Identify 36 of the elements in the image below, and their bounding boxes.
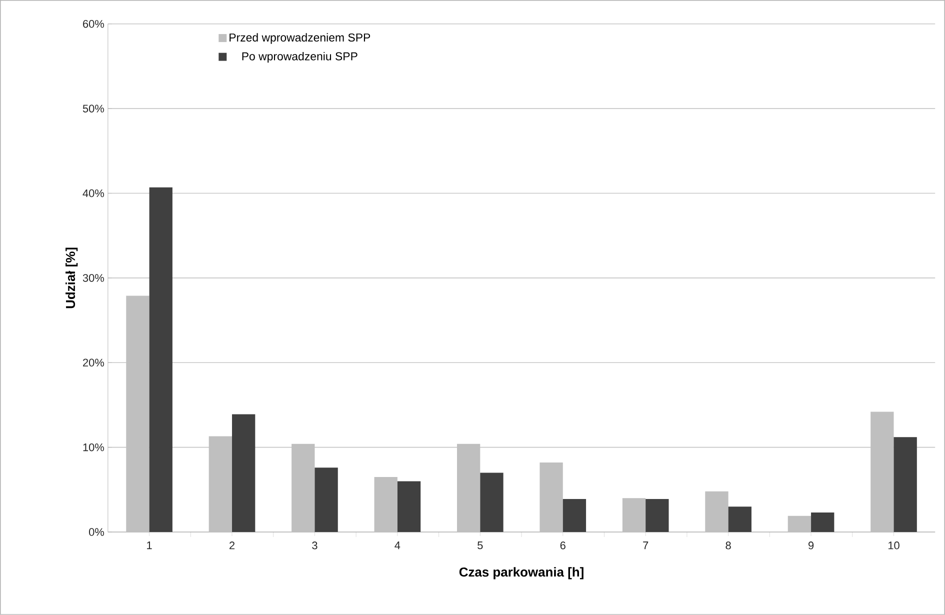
- y-tick-label: 30%: [82, 274, 104, 282]
- x-tick-label: 7: [643, 542, 648, 550]
- y-tick-label: 0%: [88, 528, 104, 536]
- bar: [894, 437, 917, 532]
- bar: [705, 491, 728, 532]
- x-tick-label: 2: [230, 542, 235, 550]
- bar: [728, 506, 752, 532]
- y-tick-label: 50%: [82, 104, 104, 112]
- x-tick-label: 6: [560, 542, 566, 550]
- bar: [397, 481, 421, 532]
- y-axis-title: Udział [%]: [66, 248, 78, 308]
- bar: [562, 499, 586, 532]
- x-tick-label: 1: [147, 542, 152, 550]
- x-axis-title: Czas parkowania [h]: [459, 567, 584, 580]
- y-tick-label: 60%: [83, 20, 104, 28]
- bar: [811, 512, 834, 532]
- y-tick-label: 10%: [83, 443, 104, 452]
- legend-label: Po wprowadzeniu SPP: [242, 52, 358, 63]
- x-tick-label: 3: [312, 542, 318, 550]
- bar: [788, 516, 812, 532]
- y-tick-label: 40%: [82, 189, 104, 198]
- bar: [646, 499, 669, 532]
- x-tick-label: 10: [888, 542, 900, 550]
- x-tick-label: 5: [478, 542, 483, 550]
- x-tick-label: 8: [726, 542, 731, 550]
- y-tick-label: 20%: [83, 358, 104, 367]
- bar: [314, 468, 338, 532]
- x-tick-label: 4: [394, 542, 400, 550]
- bar: [374, 476, 398, 532]
- bar: [232, 414, 256, 532]
- legend-label: Przed wprowadzeniem SPP: [230, 33, 370, 44]
- bar: [622, 498, 646, 532]
- bar: [149, 187, 172, 532]
- x-tick-label: 9: [808, 542, 814, 550]
- bar: [540, 462, 563, 532]
- bar: [480, 472, 504, 532]
